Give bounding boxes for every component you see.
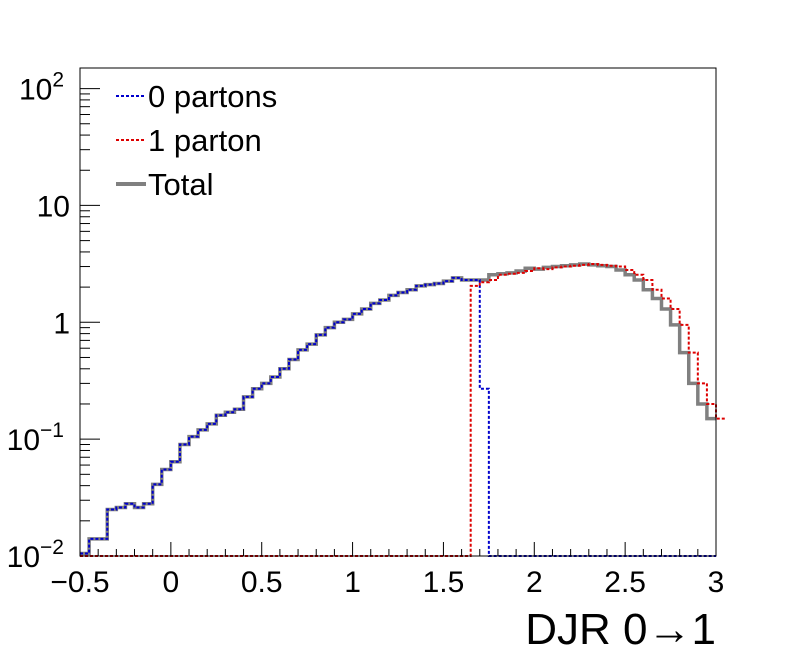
y-tick-label: 10−1 <box>7 419 64 457</box>
legend: 0 partons 1 parton Total <box>116 79 277 202</box>
x-tick-label: 0 <box>163 566 180 599</box>
x-tick-label: 1 <box>344 566 361 599</box>
x-tick-label: −0.5 <box>50 566 109 599</box>
legend-label: 1 parton <box>148 123 262 158</box>
x-tick-label: 1.5 <box>423 566 465 599</box>
x-axis-title: DJR 0→1 <box>525 605 716 654</box>
plot-frame <box>79 67 717 557</box>
legend-label: 0 partons <box>148 79 277 114</box>
x-tick-label: 2 <box>526 566 543 599</box>
x-tick-label: 0.5 <box>241 566 283 599</box>
legend-label: Total <box>148 167 213 202</box>
y-tick-label: 10 <box>37 190 70 223</box>
plot-area <box>80 68 716 556</box>
y-tick-label: 1 <box>53 307 70 340</box>
y-tick-label: 102 <box>19 69 64 107</box>
x-tick-label: 3 <box>708 566 725 599</box>
x-tick-label: 2.5 <box>604 566 646 599</box>
x-axis: −0.5 0 0.5 1 1.5 2 2.5 3 <box>50 542 724 599</box>
series-1-parton <box>80 263 726 557</box>
